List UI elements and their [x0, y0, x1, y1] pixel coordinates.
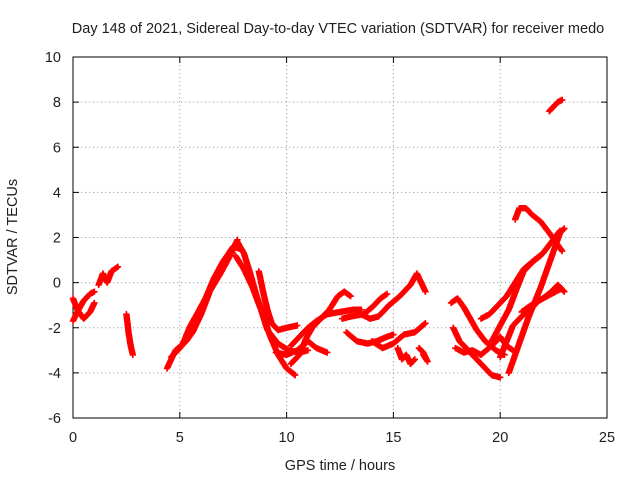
x-tick-label: 20: [492, 430, 508, 446]
x-tick-label: 15: [385, 430, 401, 446]
y-axis-label: SDTVAR / TECUs: [5, 179, 21, 295]
y-tick-label: 2: [53, 231, 61, 247]
grid-lines: [73, 57, 607, 418]
x-axis-label: GPS time / hours: [285, 458, 395, 474]
series-track-16: [368, 320, 429, 352]
y-tick-label: 10: [45, 50, 61, 66]
series-track-17: [394, 344, 418, 368]
series-track-27: [518, 281, 568, 316]
series-track-28: [546, 96, 566, 115]
y-tick-label: 8: [53, 95, 61, 111]
y-tick-label: -4: [48, 366, 61, 382]
x-tick-labels: 0 5 10 15 20 25: [69, 430, 615, 446]
y-tick-label: 0: [53, 276, 61, 292]
series-track-6: [168, 243, 243, 361]
y-tick-labels: -6 -4 -2 0 2 4 6 8 10: [45, 50, 61, 427]
series-track-26: [512, 205, 566, 255]
series-track-4: [123, 311, 137, 359]
x-tick-label: 10: [279, 430, 295, 446]
series-track-2: [69, 295, 98, 322]
series-track-23: [488, 252, 544, 345]
data-series: [69, 96, 568, 381]
series-track-18: [415, 344, 431, 365]
series-track-15: [358, 270, 429, 322]
axis-ticks: [72, 56, 608, 419]
series-track-12: [287, 288, 354, 368]
x-tick-label: 0: [69, 430, 77, 446]
series-track-3: [95, 263, 122, 289]
y-tick-label: 6: [53, 140, 61, 156]
y-tick-label: 4: [53, 185, 61, 201]
series-track-9: [255, 268, 301, 334]
y-tick-label: -2: [48, 321, 61, 337]
x-tick-label: 25: [599, 430, 615, 446]
y-tick-label: -6: [48, 411, 61, 427]
x-tick-label: 5: [176, 430, 184, 446]
chart-title: Day 148 of 2021, Sidereal Day-to-day VTE…: [72, 21, 604, 37]
